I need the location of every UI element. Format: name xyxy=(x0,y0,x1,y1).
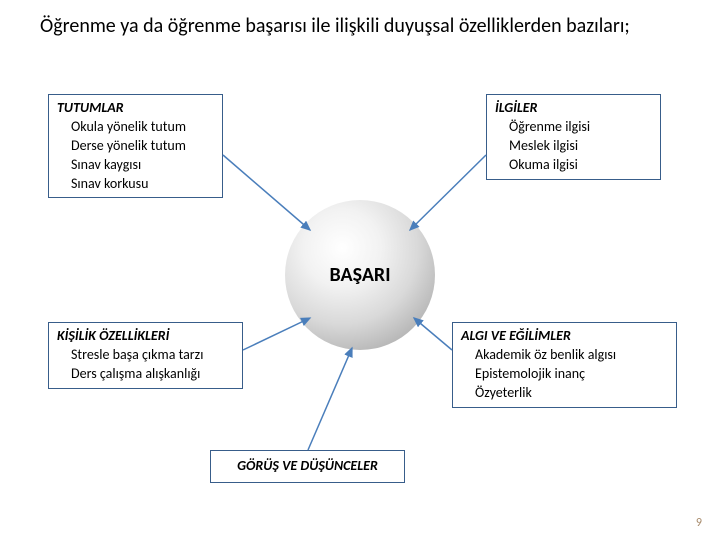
box-item: Sınav korkusu xyxy=(57,175,214,194)
box-item: Okula yönelik tutum xyxy=(57,118,214,137)
box-item: Özyeterlik xyxy=(461,384,668,403)
slide: Öğrenme ya da öğrenme başarısı ile ilişk… xyxy=(0,0,720,540)
box-gorus: GÖRÜŞ VE DÜŞÜNCELER xyxy=(210,450,405,483)
box-item: Meslek ilgisi xyxy=(495,137,652,156)
box-heading: KİŞİLİK ÖZELLİKLERİ xyxy=(57,327,234,346)
box-item: Epistemolojik inanç xyxy=(461,365,668,384)
box-item: Öğrenme ilgisi xyxy=(495,118,652,137)
center-label: BAŞARI xyxy=(329,263,390,287)
box-heading: GÖRÜŞ VE DÜŞÜNCELER xyxy=(221,457,394,476)
box-tutumlar: TUTUMLAR Okula yönelik tutum Derse yönel… xyxy=(48,94,223,198)
center-circle: BAŞARI xyxy=(285,200,435,350)
box-item: Ders çalışma alışkanlığı xyxy=(57,365,234,384)
box-kisilik: KİŞİLİK ÖZELLİKLERİ Stresle başa çıkma t… xyxy=(48,322,243,389)
box-item: Akademik öz benlik algısı xyxy=(461,346,668,365)
box-ilgiler: İLGİLER Öğrenme ilgisi Meslek ilgisi Oku… xyxy=(486,94,661,180)
box-heading: ALGI VE EĞİLİMLER xyxy=(461,327,668,346)
box-item: Okuma ilgisi xyxy=(495,156,652,175)
box-heading: TUTUMLAR xyxy=(57,99,214,118)
box-item: Sınav kaygısı xyxy=(57,156,214,175)
box-heading: İLGİLER xyxy=(495,99,652,118)
page-number: 9 xyxy=(696,516,702,530)
box-item: Stresle başa çıkma tarzı xyxy=(57,346,234,365)
slide-title: Öğrenme ya da öğrenme başarısı ile ilişk… xyxy=(40,14,680,38)
box-item: Derse yönelik tutum xyxy=(57,137,214,156)
box-algi: ALGI VE EĞİLİMLER Akademik öz benlik alg… xyxy=(452,322,677,408)
